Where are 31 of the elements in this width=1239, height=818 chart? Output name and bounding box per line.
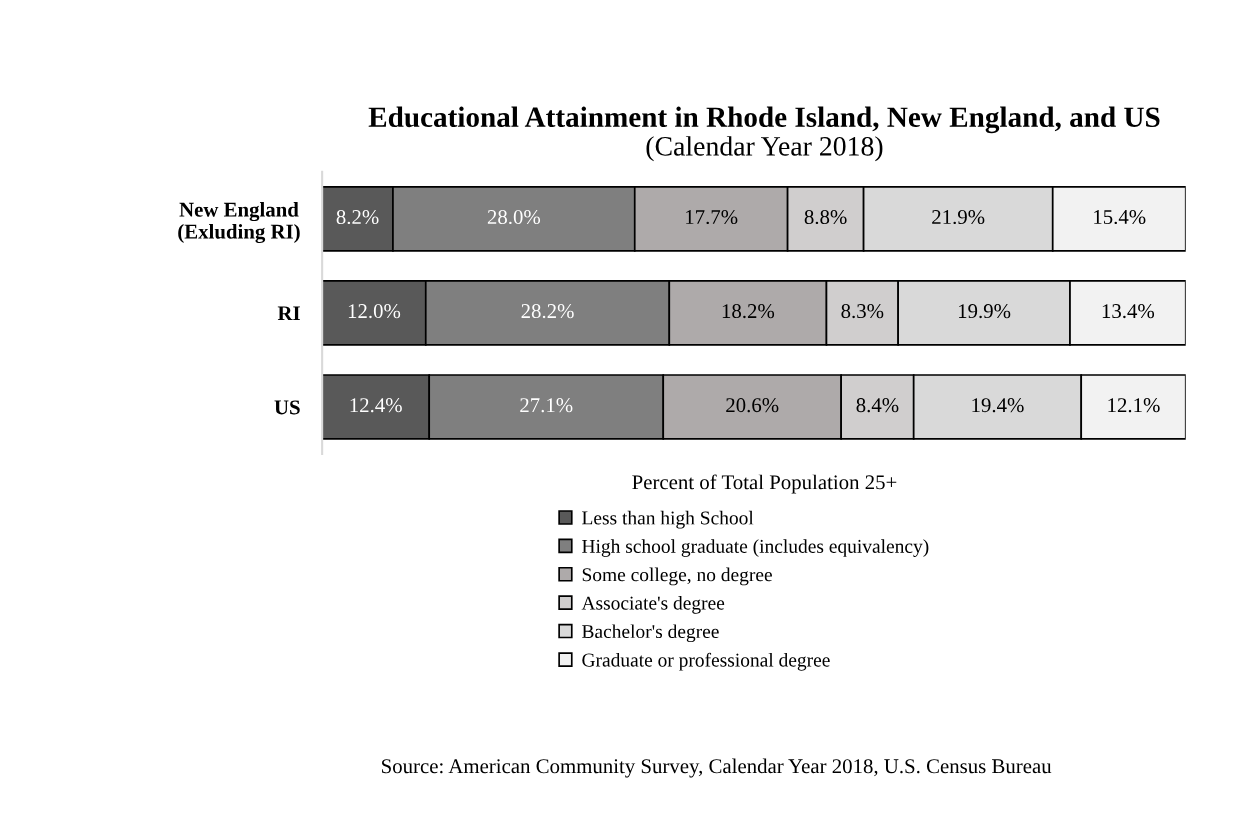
data-label: 28.2%	[521, 304, 574, 319]
data-label: 27.1%	[520, 398, 573, 413]
data-label: 15.4%	[1094, 209, 1146, 225]
legend-label: Bachelor's degree	[582, 624, 719, 643]
data-label: 8.8%	[804, 209, 847, 225]
data-label: 18.2%	[722, 304, 775, 319]
y-tick-label: RI	[277, 306, 300, 321]
data-label: 19.4%	[972, 398, 1024, 413]
data-label: 8.4%	[856, 398, 899, 413]
data-label: 21.9%	[932, 209, 985, 225]
data-label: 13.4%	[1102, 304, 1155, 319]
legend-label: Graduate or professional degree	[582, 652, 830, 671]
data-label: 12.0%	[348, 304, 401, 319]
data-label: 28.0%	[487, 209, 541, 225]
y-tick-label: New England (Exluding RI)	[178, 202, 300, 244]
data-label: 12.4%	[350, 398, 402, 413]
data-label: 8.2%	[336, 209, 379, 225]
legend-label: Associate's degree	[581, 596, 725, 614]
data-label: 12.1%	[1108, 398, 1160, 413]
chart-subtitle: (Calendar Year 2018)	[646, 136, 883, 162]
legend-label: Some college, no degree	[582, 567, 772, 586]
data-label: 8.3%	[841, 304, 884, 319]
data-label: 19.9%	[959, 304, 1011, 319]
chart-title: Educational Attainment in Rhode Island, New England, and US	[368, 106, 1160, 134]
x-axis-title: Percent of Total Population 25+	[632, 474, 897, 494]
data-label: 17.7%	[686, 209, 738, 225]
data-label: 20.6%	[726, 398, 779, 413]
legend-label: High school graduate (includes equivalency)	[582, 539, 929, 557]
y-tick-label: US	[274, 400, 300, 415]
source-note: Source: American Community Survey, Calendar Year 2018, U.S. Census Bureau	[382, 758, 1052, 778]
legend-label: Less than high School	[582, 510, 754, 529]
